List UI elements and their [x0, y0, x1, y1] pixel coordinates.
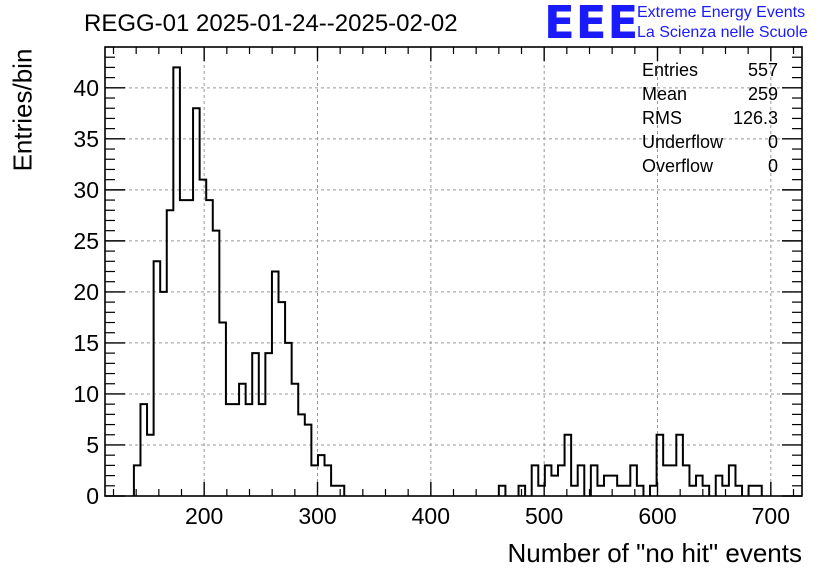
histogram-bin	[186, 200, 193, 496]
stat-value: 0	[767, 132, 778, 152]
y-tick-label: 20	[73, 279, 99, 305]
histogram-bin	[180, 200, 187, 496]
y-tick-label: 25	[73, 228, 99, 254]
histogram-bin	[597, 486, 604, 496]
y-tick-label: 0	[86, 483, 99, 509]
histogram-bin	[624, 486, 631, 496]
chart-title: REGG-01 2025-01-24--2025-02-02	[84, 10, 458, 37]
histogram-bin	[670, 465, 677, 496]
stat-value: 557	[747, 60, 778, 80]
histogram-bin	[298, 414, 305, 496]
tick-labels: 200 300 400 500 600 700 0 5 10 15 20 25 30 35 40	[73, 75, 790, 529]
stat-label: RMS	[642, 108, 682, 128]
stat-overflow: Overflow 0	[642, 154, 778, 178]
histogram-bin	[571, 486, 578, 496]
y-tick-label: 10	[73, 381, 99, 407]
y-tick-label: 30	[73, 177, 99, 203]
plot-frame	[104, 46, 803, 497]
histogram-bin	[147, 435, 154, 496]
eee-logo-mark: EEE	[544, 0, 640, 49]
histogram-bin	[551, 476, 558, 496]
histogram-bin	[226, 404, 233, 496]
histogram-outline	[132, 66, 763, 496]
y-tick-label: 35	[73, 126, 99, 152]
y-tick-label: 15	[73, 330, 99, 356]
x-tick-label: 400	[412, 503, 450, 529]
logo-line-2: La Scienza nelle Scuole	[637, 24, 808, 41]
stat-label: Underflow	[642, 132, 724, 152]
stat-entries: Entries 557	[642, 58, 778, 82]
x-tick-label: 300	[298, 503, 336, 529]
histogram-bin	[617, 486, 624, 496]
stat-value: 0	[767, 156, 778, 176]
histogram-bin	[689, 486, 696, 496]
histogram-bin	[331, 486, 338, 496]
histogram-bin	[206, 200, 213, 496]
x-axis-label: Number of "no hit" events	[507, 538, 803, 568]
x-tick-label: 700	[752, 503, 790, 529]
x-tick-label: 500	[525, 503, 563, 529]
x-tick-label: 200	[185, 503, 223, 529]
y-axis-label: Entries/bin	[7, 48, 38, 172]
y-tick-label: 40	[73, 75, 99, 101]
histogram-bin	[200, 180, 207, 496]
stat-label: Overflow	[642, 156, 714, 176]
x-tick-label: 600	[638, 503, 676, 529]
stat-value: 126.3	[732, 108, 778, 128]
histogram-bin	[663, 465, 670, 496]
y-axis-label-wrap: Entries/bin	[8, 40, 38, 180]
stat-label: Entries	[642, 60, 699, 80]
y-tick-label: 5	[86, 432, 99, 458]
stats-box: Entries 557 Mean 259 RMS 126.3 Underflow…	[642, 58, 778, 178]
stat-mean: Mean 259	[642, 82, 778, 106]
histogram-bin	[233, 404, 240, 496]
stat-label: Mean	[642, 84, 688, 104]
stat-value: 259	[747, 84, 778, 104]
histogram-bin	[246, 404, 253, 496]
histogram-bin	[259, 404, 266, 496]
logo-line-1: Extreme Energy Events	[637, 4, 806, 21]
stat-rms: RMS 126.3	[642, 106, 778, 130]
grid-lines	[105, 47, 802, 496]
stat-underflow: Underflow 0	[642, 130, 778, 154]
